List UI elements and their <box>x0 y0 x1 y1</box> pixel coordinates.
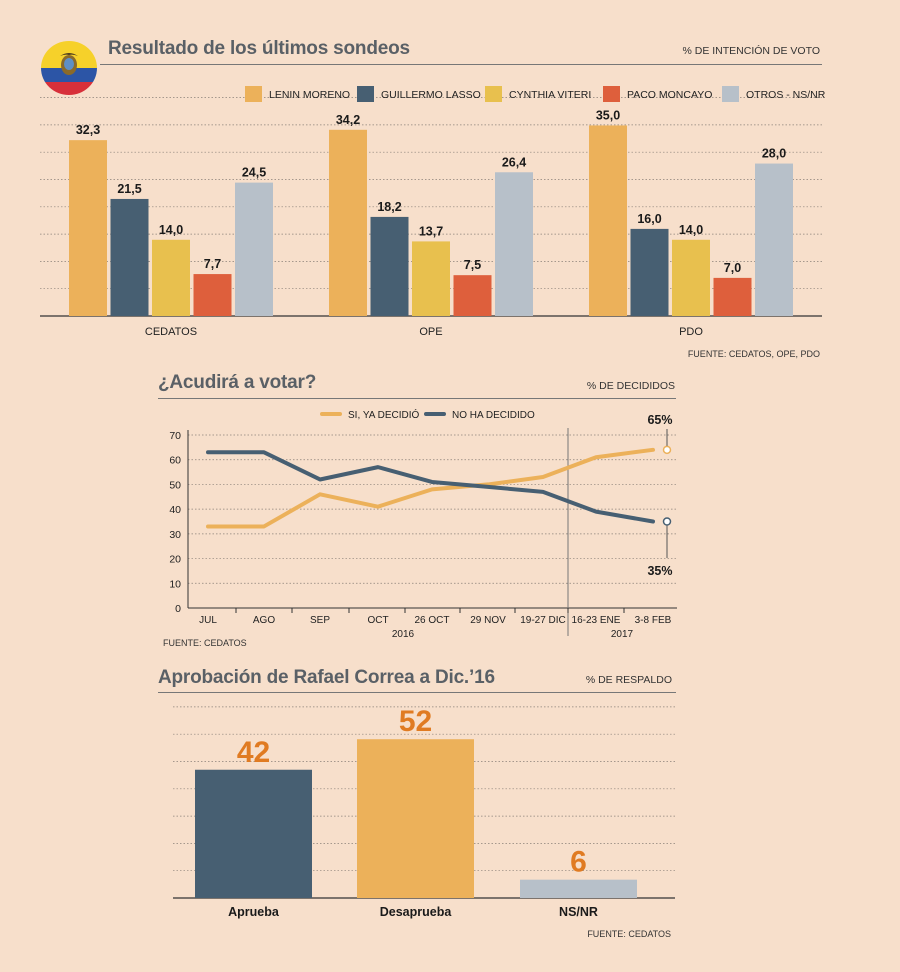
section1-unit: % DE INTENCIÓN DE VOTO <box>682 45 821 57</box>
bar <box>195 769 312 898</box>
bar <box>110 198 149 316</box>
year-label: 2016 <box>392 629 415 640</box>
section3-rule <box>158 692 676 693</box>
bar <box>713 277 752 316</box>
legend-label: CYNTHIA VITERI <box>509 89 591 101</box>
bar <box>357 739 474 898</box>
x-tick-label: OCT <box>367 615 388 626</box>
category-label: Desaprueba <box>380 905 453 919</box>
chart-vote-intention: LENIN MORENO GUILLERMO LASSO CYNTHIA VITER… <box>40 86 826 338</box>
section2-unit: % DE DECIDIDOS <box>586 380 675 392</box>
bar <box>412 241 450 316</box>
y-tick-label: 50 <box>169 479 181 491</box>
y-tick-label: 70 <box>169 430 181 442</box>
section1-rule <box>100 64 822 65</box>
bar <box>672 239 710 316</box>
bar-value-label: 24,5 <box>242 166 266 180</box>
bar <box>453 275 492 316</box>
bar-value-label: 14,0 <box>159 223 183 237</box>
x-tick-label: 16-23 ENE <box>572 615 621 626</box>
section1-title: Resultado de los últimos sondeos <box>108 38 410 59</box>
category-label: CEDATOS <box>145 326 197 338</box>
bar-value-label: 42 <box>237 736 270 769</box>
y-tick-label: 20 <box>169 554 181 566</box>
section2-source: FUENTE: CEDATOS <box>163 638 247 648</box>
x-tick-label: JUL <box>199 615 217 626</box>
bar <box>370 216 409 316</box>
y-tick-label: 10 <box>169 578 181 590</box>
bar <box>69 140 107 316</box>
category-label: NS/NR <box>559 905 598 919</box>
legend-label: OTROS - NS/NR <box>746 89 826 101</box>
bar <box>589 125 627 316</box>
section1-source: FUENTE: CEDATOS, OPE, PDO <box>687 349 820 359</box>
bar <box>152 239 190 316</box>
year-label: 2017 <box>611 629 634 640</box>
bar-value-label: 7,0 <box>724 261 741 275</box>
bar-value-label: 52 <box>399 705 432 738</box>
bar-value-label: 14,0 <box>679 223 703 237</box>
bar-value-label: 16,0 <box>637 212 661 226</box>
y-tick-label: 0 <box>175 603 181 615</box>
chart-will-vote: 0 10 20 30 40 50 60 70 JUL AGO SEP OCT 26 OCT 29 NOV 1… <box>169 408 677 640</box>
end-label-si: 65% <box>647 413 672 427</box>
series-end-point <box>662 445 672 455</box>
y-tick-label: 30 <box>169 529 181 541</box>
bar-value-label: 32,3 <box>76 123 100 137</box>
bar-value-label: 13,7 <box>419 224 443 238</box>
category-label: Aprueba <box>228 905 280 919</box>
section3-source: FUENTE: CEDATOS <box>587 929 671 939</box>
category-label: OPE <box>419 326 442 338</box>
legend-label: GUILLERMO LASSO <box>381 89 481 101</box>
bar-value-label: 7,7 <box>204 257 221 271</box>
legend-label: PACO MONCAYO <box>627 89 712 101</box>
series-line <box>206 447 655 529</box>
bar <box>235 182 273 316</box>
legend-label: LENIN MORENO <box>269 89 350 101</box>
bar-value-label: 6 <box>570 846 587 879</box>
section3-unit: % DE RESPALDO <box>585 674 672 686</box>
bar <box>193 274 232 316</box>
x-tick-label: 26 OCT <box>414 615 449 626</box>
y-tick-label: 40 <box>169 504 181 516</box>
bar-value-label: 18,2 <box>377 200 401 214</box>
bar <box>755 163 793 316</box>
chart-approval: 42 Aprueba 52 Desaprueba 6 NS/NR <box>173 705 675 919</box>
legend-swatch <box>603 86 620 102</box>
bar-value-label: 28,0 <box>762 147 786 161</box>
legend-swatch <box>722 86 739 102</box>
bar-value-label: 34,2 <box>336 113 360 127</box>
bar <box>520 879 637 898</box>
x-tick-label: 3-8 FEB <box>635 615 672 626</box>
legend-swatch <box>485 86 502 102</box>
bar-value-label: 35,0 <box>596 108 620 122</box>
y-tick-label: 60 <box>169 455 181 467</box>
x-tick-label: 29 NOV <box>470 615 506 626</box>
section3-title: Aprobación de Rafael Correa a Dic.’16 <box>158 667 495 688</box>
bar <box>329 129 367 316</box>
x-tick-label: SEP <box>310 615 330 626</box>
legend-label-no: NO HA DECIDIDO <box>452 410 535 421</box>
section2-rule <box>158 398 676 399</box>
category-label: PDO <box>679 326 703 338</box>
x-tick-label: 19-27 DIC <box>520 615 566 626</box>
bar <box>495 172 533 316</box>
bar-value-label: 21,5 <box>117 182 141 196</box>
legend-swatch <box>245 86 262 102</box>
section2-title: ¿Acudirá a votar? <box>158 372 317 393</box>
bar-value-label: 7,5 <box>464 258 481 272</box>
bar-value-label: 26,4 <box>502 155 526 169</box>
end-label-no: 35% <box>647 564 672 578</box>
bar <box>630 228 669 316</box>
x-tick-label: AGO <box>253 615 275 626</box>
legend-swatch <box>357 86 374 102</box>
legend-label-si: SI, YA DECIDIÓ <box>348 408 420 421</box>
series-line <box>206 450 655 524</box>
series-end-point <box>662 517 672 526</box>
